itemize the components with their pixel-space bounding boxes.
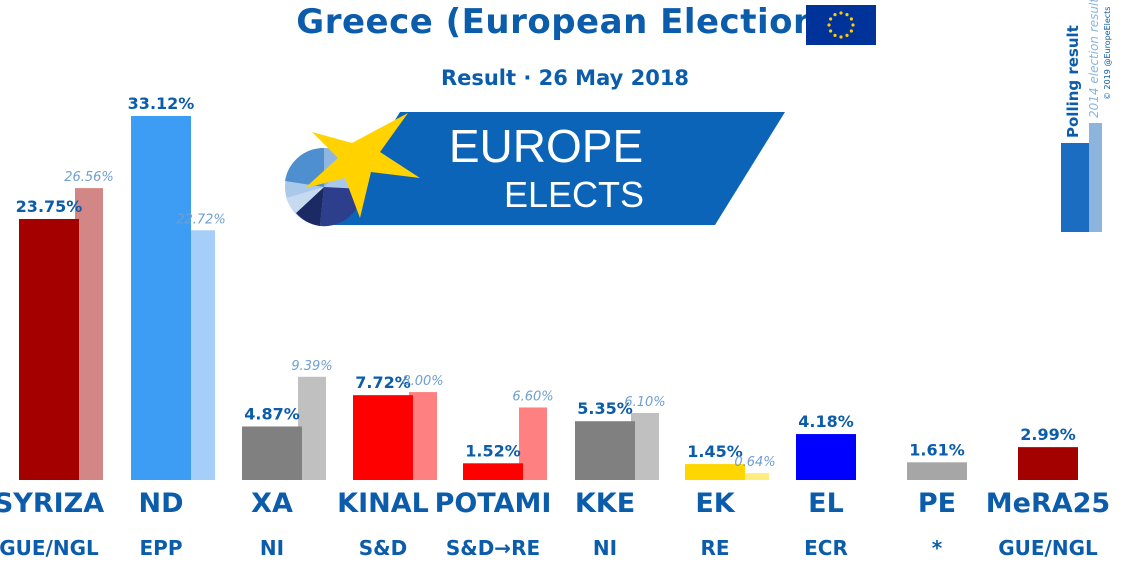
bar-2014-nd <box>187 230 215 480</box>
legend-label-prev: 2014 election result <box>1087 0 1101 118</box>
value-label-2014-kke: 6.10% <box>624 395 665 410</box>
eu-star <box>849 17 853 21</box>
party-group-el: ECR <box>804 536 848 560</box>
eu-star <box>827 23 831 27</box>
bar-2014-ek <box>741 472 769 480</box>
chart-title: Greece (European Election) <box>296 2 834 42</box>
bar-kinal <box>353 395 413 480</box>
party-group-mera25: GUE/NGL <box>998 536 1098 560</box>
party-group-xa: NI <box>259 536 285 560</box>
eu-star <box>829 17 833 21</box>
bar-2014-kke <box>631 412 659 480</box>
eu-star <box>833 33 837 37</box>
legend-swatch-prev <box>1089 123 1102 232</box>
value-label-2014-xa: 9.39% <box>291 359 332 374</box>
eu-star <box>845 13 849 17</box>
party-name-pe: PE <box>917 488 957 519</box>
value-label-2014-potami: 6.60% <box>512 389 553 404</box>
party-name-kinal: KINAL <box>337 488 429 519</box>
bar-2014-xa <box>298 376 326 480</box>
value-label-syriza: 23.75% <box>16 197 83 216</box>
value-label-2014-ek: 0.64% <box>734 455 775 470</box>
party-group-syriza: GUE/NGL <box>0 536 99 560</box>
party-group-pe: * <box>931 536 943 560</box>
bar-el <box>796 434 856 480</box>
value-label-2014-syriza: 26.56% <box>64 170 114 185</box>
eu-star <box>851 23 855 27</box>
value-label-kinal: 7.72% <box>355 373 411 392</box>
eu-star <box>845 33 849 37</box>
bar-2014-syriza <box>75 188 103 480</box>
legend-label-polling: Polling result <box>1064 25 1082 138</box>
bar-kke <box>575 421 635 480</box>
bar-xa <box>242 426 302 480</box>
party-name-syriza: SYRIZA <box>0 488 105 519</box>
eu-star <box>839 11 843 15</box>
party-name-mera25: MeRA25 <box>985 488 1111 519</box>
party-group-nd: EPP <box>139 536 183 560</box>
value-label-xa: 4.87% <box>244 404 300 423</box>
bar-2014-kinal <box>409 392 437 480</box>
value-label-ek: 1.45% <box>687 442 743 461</box>
logo-line1: EUROPE <box>449 120 643 172</box>
eu-star <box>833 13 837 17</box>
logo-star-icon <box>305 113 420 218</box>
party-name-kke: KKE <box>574 488 636 519</box>
party-group-ek: RE <box>700 536 730 560</box>
party-name-nd: ND <box>138 488 184 519</box>
party-group-potami: S&D→RE <box>445 536 541 560</box>
bar-ek <box>685 464 745 480</box>
party-name-xa: XA <box>251 488 293 519</box>
eu-star <box>849 29 853 33</box>
eu-flag-icon <box>806 5 876 45</box>
value-label-pe: 1.61% <box>909 440 965 459</box>
bar-2014-potami <box>519 407 547 480</box>
party-name-potami: POTAMI <box>434 488 552 519</box>
value-label-kke: 5.35% <box>577 399 633 418</box>
value-label-mera25: 2.99% <box>1020 425 1076 444</box>
eu-star <box>839 35 843 39</box>
party-name-ek: EK <box>695 488 735 519</box>
party-group-kinal: S&D <box>358 536 408 560</box>
bar-pe <box>907 462 967 480</box>
value-label-el: 4.18% <box>798 412 854 431</box>
value-label-nd: 33.12% <box>128 94 195 113</box>
bar-mera25 <box>1018 447 1078 480</box>
party-name-el: EL <box>808 488 844 519</box>
bar-nd <box>131 116 191 480</box>
chart-subtitle: Result · 26 May 2018 <box>440 66 690 90</box>
eu-star <box>829 29 833 33</box>
legend-swatch-polling <box>1061 143 1089 232</box>
logo-line2: ELECTS <box>504 174 644 215</box>
value-label-2014-kinal: 8.00% <box>402 374 443 389</box>
value-label-2014-nd: 22.72% <box>176 212 226 227</box>
value-label-potami: 1.52% <box>465 441 521 460</box>
bar-potami <box>463 463 523 480</box>
party-group-kke: NI <box>592 536 618 560</box>
bar-syriza <box>19 218 79 480</box>
